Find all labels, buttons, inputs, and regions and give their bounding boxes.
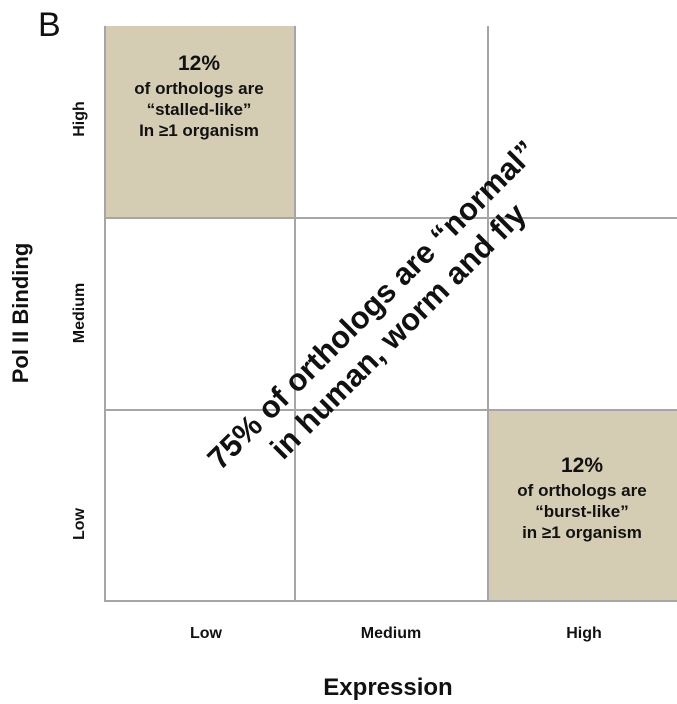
burst-like-cell bbox=[487, 410, 677, 602]
stalled-like-line3: In ≥1 organism bbox=[139, 121, 259, 140]
expression-binding-grid: 12% of orthologs are “stalled-like” In ≥… bbox=[104, 26, 677, 602]
stalled-like-text: 12% of orthologs are “stalled-like” In ≥… bbox=[104, 50, 294, 141]
y-level-high: High bbox=[71, 101, 88, 137]
panel-label: B bbox=[38, 6, 61, 44]
x-level-high: High bbox=[566, 625, 602, 642]
burst-like-line3: in ≥1 organism bbox=[522, 523, 642, 542]
y-level-medium: Medium bbox=[71, 282, 88, 344]
burst-like-percent: 12% bbox=[560, 454, 604, 477]
x-level-low: Low bbox=[190, 625, 222, 642]
grid-line-bottom bbox=[104, 600, 677, 602]
stalled-like-cell bbox=[104, 26, 294, 218]
stalled-like-line2: “stalled-like” bbox=[146, 100, 252, 119]
stalled-like-percent: 12% bbox=[177, 52, 221, 75]
x-level-medium: Medium bbox=[360, 625, 422, 642]
burst-like-text: 12% of orthologs are “burst-like” in ≥1 … bbox=[487, 452, 677, 543]
burst-like-line2: “burst-like” bbox=[535, 502, 629, 521]
burst-like-line1: of orthologs are bbox=[517, 481, 647, 500]
stalled-like-line1: of orthologs are bbox=[134, 79, 264, 98]
grid-line-v2 bbox=[487, 26, 489, 602]
grid-line-h1 bbox=[104, 217, 677, 219]
grid-line-h2 bbox=[104, 409, 677, 411]
grid-line-left bbox=[104, 26, 106, 602]
grid-line-v1 bbox=[294, 26, 296, 602]
x-axis-title: Expression bbox=[323, 674, 453, 701]
y-axis-title: Pol II Binding bbox=[8, 242, 33, 384]
y-level-low: Low bbox=[71, 508, 88, 540]
